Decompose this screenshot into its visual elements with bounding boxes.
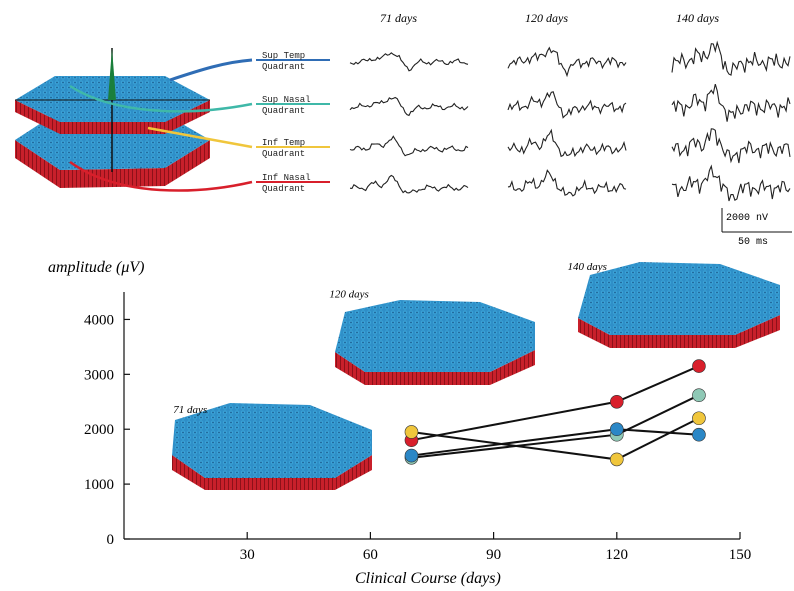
- waveform-trace: [349, 52, 469, 72]
- data-point: [404, 448, 419, 463]
- waveform-trace: [671, 164, 791, 202]
- x-tick-label: 120: [606, 547, 629, 563]
- waveform-trace: [349, 96, 469, 117]
- connector-sup-nasal: [69, 84, 253, 113]
- plateau-120-top: [335, 300, 535, 372]
- annotation-label: 71 days: [173, 404, 207, 416]
- quadrant-label-line1: Inf Nasal: [262, 173, 311, 183]
- plateau-peak: [108, 48, 116, 100]
- annotation-label: 140 days: [568, 261, 607, 273]
- plateau-140-days: [578, 262, 780, 348]
- waveform-trace: [349, 174, 469, 194]
- plateau-140-side: [578, 315, 780, 348]
- waveform-trace: [507, 46, 627, 78]
- quadrant-label-line2: Quadrant: [262, 106, 305, 116]
- waveform-trace: [671, 128, 791, 164]
- quadrant-label-line1: Inf Temp: [262, 138, 305, 148]
- waveform-titles: 71 days 120 days 140 days: [380, 11, 719, 25]
- quadrant-label-line2: Quadrant: [262, 149, 305, 159]
- plateau-71-top: [172, 403, 372, 478]
- x-axis-label: Clinical Course (days): [355, 570, 501, 587]
- x-tick-label: 30: [240, 547, 255, 563]
- waveform-trace: [349, 135, 469, 157]
- connector-inf-temp: [147, 126, 253, 149]
- scale-bar-time: 50 ms: [738, 237, 768, 248]
- plateau-120-side: [335, 350, 535, 385]
- waveform-title-1: 71 days: [380, 11, 417, 25]
- x-tick-label: 90: [486, 547, 501, 563]
- data-point: [609, 452, 624, 467]
- main-chart: amplitude (μV) Clinical Course (days) 30…: [48, 259, 780, 587]
- data-point: [692, 359, 706, 373]
- plateau-annotations: 71 days 120 days 140 days: [173, 261, 607, 416]
- plateau-71-days: [172, 403, 372, 490]
- y-tick-label: 3000: [84, 367, 114, 383]
- quadrant-label-line2: Quadrant: [262, 62, 305, 72]
- plateau-lower-side: [15, 140, 210, 188]
- data-point: [692, 427, 706, 442]
- series-points: [404, 359, 706, 467]
- data-point: [609, 394, 624, 409]
- plateau-71-side: [172, 455, 372, 490]
- waveform-trace: [507, 128, 627, 158]
- y-tick-label: 2000: [84, 422, 114, 438]
- plateau-upper-side: [15, 100, 210, 134]
- quadrant-connectors: [69, 58, 253, 192]
- y-tick-label: 0: [107, 532, 115, 548]
- quadrant-label-line2: Quadrant: [262, 184, 305, 194]
- quadrant-label-line1: Sup Nasal: [262, 95, 311, 105]
- connector-sup-temp: [169, 58, 253, 82]
- plateau-140-top: [578, 262, 780, 335]
- waveform-trace: [507, 91, 627, 119]
- plateau-120-days: [335, 300, 535, 385]
- quadrant-label-line1: Sup Temp: [262, 51, 305, 61]
- x-tick-label: 150: [729, 547, 752, 563]
- waveform-traces: [349, 40, 791, 202]
- data-point: [609, 422, 624, 437]
- annotation-label: 120 days: [329, 288, 368, 300]
- axis-ticks: 30 60 90 120 150 0 1000 2000 3000 4000: [84, 312, 751, 563]
- waveform-trace: [507, 169, 627, 197]
- data-point: [404, 425, 419, 439]
- waveform-trace: [671, 40, 791, 76]
- waveform-title-3: 140 days: [676, 11, 719, 25]
- top-left-plateau: [15, 48, 210, 188]
- waveform-title-2: 120 days: [525, 11, 568, 25]
- waveform-trace: [671, 83, 791, 122]
- data-point: [692, 411, 706, 426]
- scale-bar: 2000 nV 50 ms: [721, 208, 792, 248]
- connector-inf-nasal: [69, 160, 253, 192]
- y-tick-label: 4000: [84, 312, 114, 328]
- x-tick-label: 60: [363, 547, 378, 563]
- scale-bar-amplitude: 2000 nV: [726, 213, 768, 224]
- series-line: [411, 394, 700, 459]
- data-point: [692, 388, 706, 402]
- y-axis-label: amplitude (μV): [48, 259, 144, 276]
- y-tick-label: 1000: [84, 477, 114, 493]
